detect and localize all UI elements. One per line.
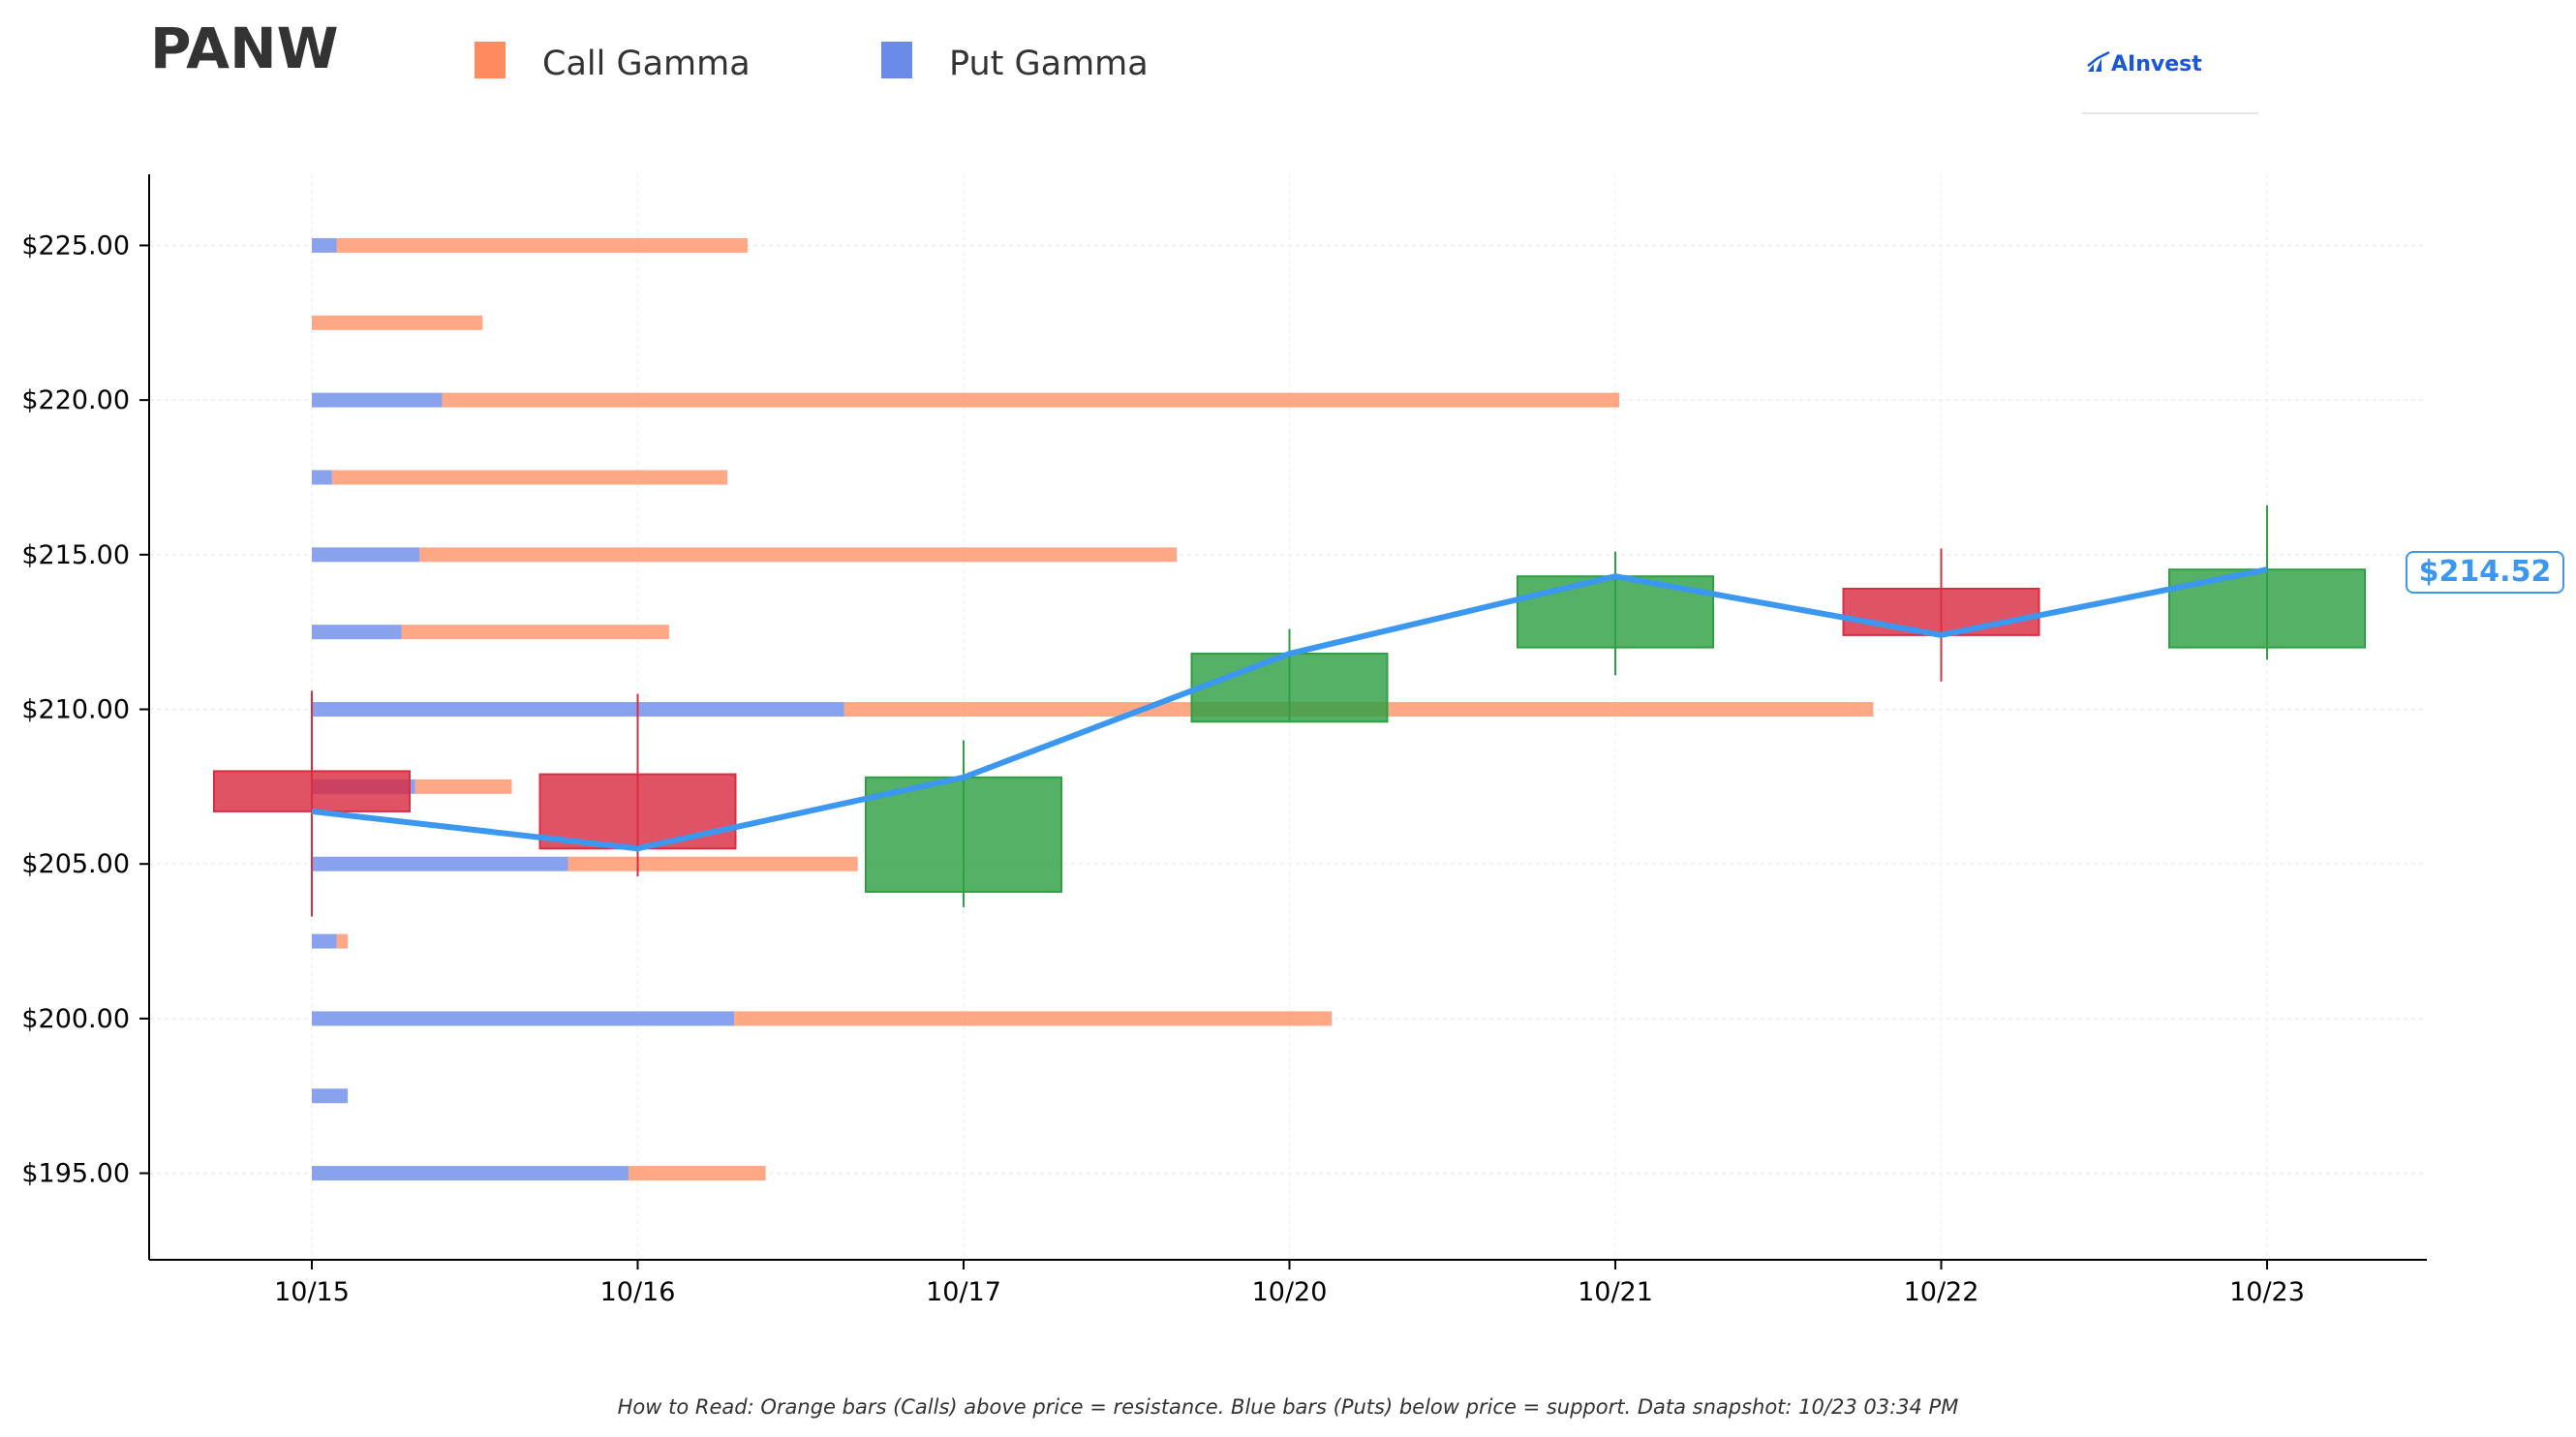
put-gamma-bar — [312, 702, 844, 718]
ticker-title: PANW — [150, 15, 339, 81]
legend-call-label: Call Gamma — [542, 45, 751, 83]
call-gamma-bar — [331, 470, 728, 485]
x-tick-label: 10/16 — [600, 1277, 676, 1307]
candle-body — [1190, 653, 1389, 723]
y-tick-label: $200.00 — [21, 1004, 130, 1034]
put-gamma-bar — [312, 392, 443, 408]
put-gamma-bar — [312, 1011, 735, 1026]
x-tick-label: 10/23 — [2229, 1277, 2305, 1307]
put-gamma-bar — [312, 547, 420, 563]
axes: $195.00 $200.00 $205.00 $210.00 $215.00 $220.… — [21, 174, 2427, 1307]
logo-text: AInvest — [2111, 52, 2202, 76]
y-tick-label: $195.00 — [21, 1159, 130, 1189]
candle-body — [213, 770, 411, 812]
legend-put-gamma: Put Gamma — [881, 37, 1149, 83]
x-tick-label: 10/22 — [1904, 1277, 1979, 1307]
close-price-line — [311, 566, 2268, 852]
x-tick-label: 10/17 — [926, 1277, 1001, 1307]
put-gamma-bar — [312, 856, 568, 871]
put-gamma-bar — [312, 470, 332, 485]
legend-put-label: Put Gamma — [949, 45, 1149, 83]
x-tick-label: 10/15 — [274, 1277, 350, 1307]
call-gamma-bar — [442, 392, 1620, 408]
put-gamma-bar — [312, 625, 402, 640]
ainvest-logo[interactable]: AInvest — [2082, 43, 2258, 114]
gamma-bars — [312, 237, 1874, 1181]
y-tick-label: $225.00 — [21, 230, 130, 260]
put-gamma-bar — [312, 237, 337, 253]
call-gamma-bar — [336, 237, 749, 253]
legend-put-swatch — [881, 42, 912, 78]
candle-body — [1842, 587, 2040, 636]
current-price-label: $214.52 — [2406, 551, 2564, 594]
call-gamma-bar — [629, 1166, 766, 1181]
call-gamma-bar — [336, 933, 349, 949]
call-gamma-bar — [401, 625, 669, 640]
x-tick-label: 10/21 — [1578, 1277, 1653, 1307]
price-line-group — [311, 566, 2268, 852]
call-gamma-bar — [734, 1011, 1333, 1026]
candle-body — [538, 773, 737, 850]
y-tick-label: $220.00 — [21, 385, 130, 415]
candles — [213, 504, 2366, 917]
y-tick-label: $210.00 — [21, 695, 130, 725]
how-to-read-note: How to Read: Orange bars (Calls) above p… — [617, 1395, 1959, 1419]
logo-chart-icon — [2087, 50, 2110, 72]
legend-call-gamma: Call Gamma — [475, 37, 751, 83]
put-gamma-bar — [312, 933, 337, 949]
call-gamma-bar — [419, 547, 1178, 563]
put-gamma-bar — [312, 1166, 629, 1181]
y-tick-label: $215.00 — [21, 540, 130, 570]
put-gamma-bar — [312, 1088, 349, 1104]
x-tick-label: 10/20 — [1252, 1277, 1328, 1307]
call-gamma-bar — [567, 856, 858, 871]
legend-call-swatch — [475, 42, 506, 78]
call-gamma-bar — [312, 315, 483, 330]
call-gamma-bar — [414, 779, 512, 794]
y-tick-label: $205.00 — [21, 849, 130, 879]
